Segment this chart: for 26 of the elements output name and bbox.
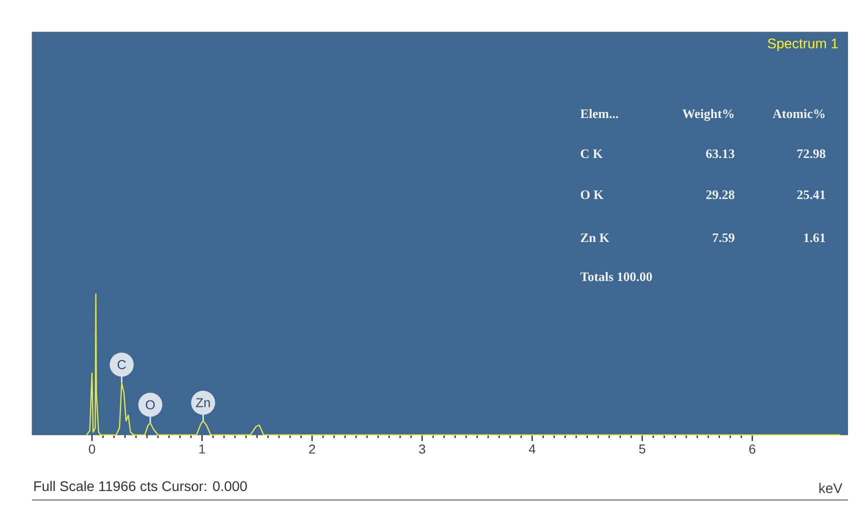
text: Weight% [682,109,734,121]
text: Atomic% [772,109,825,118]
text: C K [580,149,603,158]
x-tick-label: 0 [88,444,96,454]
x-tick-label: 4 [528,444,536,454]
text: Zn K [580,234,610,242]
text: 25.41 [797,190,826,200]
x-axis-title: keV [819,482,842,494]
text: O K [580,190,604,200]
text: Full Scale 11966 cts Cursor: 0.000 [34,480,247,492]
text: 63.13 [706,149,734,158]
annotation: Zn [196,398,210,408]
text: 7.59 [712,233,734,242]
annotation: O [146,400,155,410]
annotation: C [118,360,126,370]
text: Elem... [580,109,618,118]
text: 1.61 [804,233,826,242]
x-tick-label: 6 [749,444,756,454]
chart-title: Spectrum 1 [768,38,838,52]
x-tick-label: 5 [639,444,646,454]
text: 72.98 [797,149,826,158]
x-tick-label: 2 [309,444,316,454]
x-tick-label: 3 [419,444,426,454]
text: 29.28 [706,190,734,200]
x-tick-label: 1 [199,444,206,454]
text: Totals 100.00 [580,272,652,282]
